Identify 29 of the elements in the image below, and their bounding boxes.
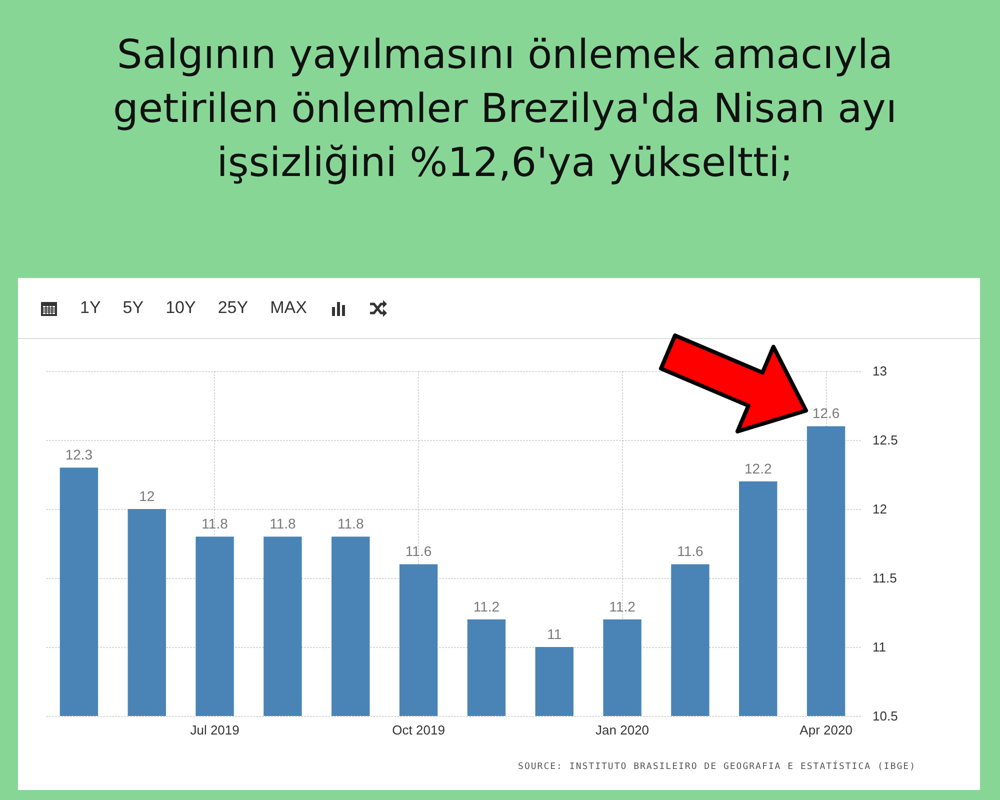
data-label: 12 (139, 488, 155, 504)
text: 1Y (80, 298, 101, 318)
y-tick-label: 13 (872, 364, 887, 378)
text: MAX (270, 298, 307, 318)
y-tick-label: 12.5 (872, 432, 898, 448)
data-label: 12.3 (65, 446, 93, 463)
text: 25Y (218, 298, 248, 318)
text: 5Y (122, 298, 144, 318)
text: 10Y (166, 298, 196, 318)
x-tick-label: Oct 2019 (392, 722, 445, 738)
y-tick-label: 12 (872, 502, 887, 516)
data-label: 11.2 (473, 598, 500, 614)
x-tick-label: Jan 2020 (596, 722, 650, 738)
data-label: 11.8 (338, 516, 364, 532)
x-tick-label: Jul 2019 (190, 722, 240, 738)
data-label: 11.8 (202, 516, 228, 532)
y-tick-label: 11 (872, 640, 886, 654)
data-label: 12.2 (744, 460, 772, 476)
chart-title: Salgının yayılmasını önlemek amacıyla getirilen önlemler Brezilya'da Nisan ayı işsizliğini %12,6'ya yükseltti; (112, 31, 898, 188)
source-note: SOURCE: INSTITUTO BRASILEIRO DE GEOGRAFIA E ESTATÍSTICA (IBGE) (518, 762, 916, 772)
data-label: 11.6 (677, 543, 704, 560)
data-label: 11.8 (270, 516, 296, 532)
data-label: 11 (547, 626, 562, 642)
data-label: 12.6 (812, 405, 840, 422)
y-tick-label: 11.5 (872, 570, 897, 586)
y-tick-label: 10.5 (872, 708, 898, 724)
data-label: 11.6 (405, 543, 432, 560)
x-tick-label: Apr 2020 (800, 722, 852, 738)
data-label: 11.2 (609, 598, 636, 614)
